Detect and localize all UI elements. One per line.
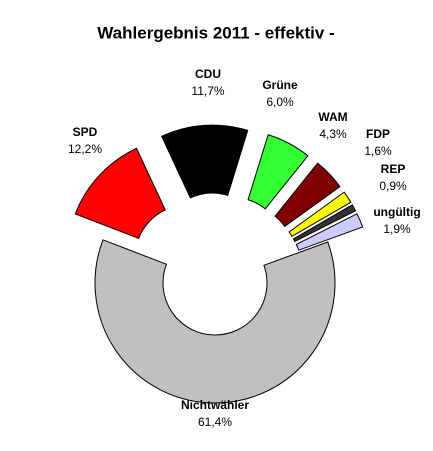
slice-value: 6,0% — [266, 95, 294, 109]
slice-label: ungültig — [373, 205, 420, 219]
slice — [292, 204, 357, 243]
slice — [295, 213, 364, 251]
slice-label: Nichtwähler — [181, 398, 249, 412]
slice-label: CDU — [195, 67, 221, 81]
slice — [288, 191, 352, 238]
slice — [247, 134, 309, 210]
slice-value: 61,4% — [198, 415, 232, 429]
slice-value: 11,7% — [191, 84, 224, 98]
slice — [161, 124, 249, 199]
slice — [274, 162, 341, 228]
chart-title: Wahlergebnis 2011 - effektiv - — [97, 23, 334, 42]
slice-label: FDP — [366, 127, 390, 141]
slice-value: 1,6% — [364, 144, 392, 158]
slice-label: WAM — [318, 110, 347, 124]
slice-label: Grüne — [262, 78, 298, 92]
slice-value: 1,9% — [383, 222, 411, 236]
slice-value: 4,3% — [319, 127, 347, 141]
slice-label: REP — [381, 162, 406, 176]
slice-value: 12,2% — [68, 142, 102, 156]
slice-label: SPD — [73, 125, 98, 139]
slice — [94, 239, 336, 404]
slice — [74, 147, 166, 240]
slice-value: 0,9% — [379, 179, 407, 193]
